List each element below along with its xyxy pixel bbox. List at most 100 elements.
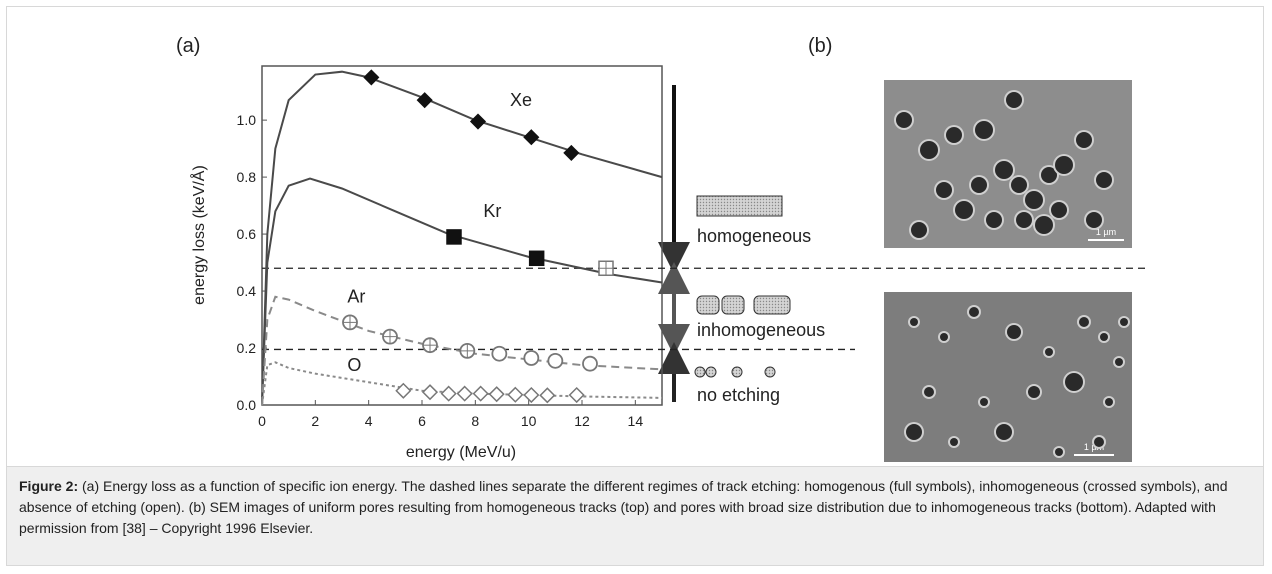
- panel-label: (b): [808, 35, 832, 57]
- pore: [1006, 92, 1022, 108]
- pore: [910, 318, 918, 326]
- data-point: [342, 314, 358, 331]
- x-tick-label: 0: [258, 413, 266, 429]
- figure-graphics: (a) (b) energy loss (keV/Å) energy (MeV/…: [176, 35, 1145, 462]
- data-point: [469, 113, 487, 130]
- pore: [969, 307, 979, 317]
- data-point: [598, 260, 614, 277]
- pore: [940, 333, 948, 341]
- pore: [1105, 398, 1113, 406]
- pore: [1045, 348, 1053, 356]
- data-point: [395, 382, 412, 399]
- pore: [1055, 156, 1073, 174]
- pore: [1016, 212, 1032, 228]
- marker-shape: [528, 250, 545, 267]
- pore: [1094, 437, 1104, 447]
- curve-label: Xe: [510, 90, 532, 110]
- data-point: [523, 386, 540, 404]
- y-axis-label: energy loss (keV/Å): [189, 165, 208, 305]
- regime-label: homogeneous: [697, 226, 811, 246]
- x-tick-label: 12: [574, 413, 590, 429]
- x-axis-label: energy (MeV/u): [406, 444, 516, 461]
- curve: [261, 177, 663, 406]
- y-tick-label: 0.2: [237, 340, 257, 356]
- marker-shape: [491, 345, 508, 362]
- data-point: [472, 385, 489, 402]
- curve: [261, 70, 663, 406]
- data-point: [523, 350, 540, 366]
- pore: [1096, 172, 1112, 188]
- pore: [1035, 216, 1053, 234]
- pore: [1011, 177, 1027, 193]
- regime-label: no etching: [697, 385, 780, 405]
- marker-shape: [472, 385, 489, 402]
- data-point: [491, 345, 508, 362]
- marker-shape: [488, 386, 505, 403]
- data-point: [563, 144, 580, 161]
- marker-shape: [395, 382, 412, 399]
- curve-label: Kr: [483, 201, 501, 221]
- marker-shape: [416, 92, 433, 109]
- marker-shape: [523, 350, 540, 366]
- x-tick-label: 8: [471, 413, 479, 429]
- marker-shape: [421, 384, 439, 401]
- data-point: [363, 69, 380, 86]
- marker-shape: [568, 386, 585, 404]
- data-point: [523, 129, 540, 146]
- pore: [920, 141, 938, 159]
- pore: [986, 212, 1002, 228]
- marker-shape: [456, 385, 473, 402]
- curve: [261, 295, 663, 406]
- pore: [896, 112, 912, 128]
- data-point: [547, 352, 564, 369]
- track-icon: [721, 295, 745, 315]
- y-tick-label: 0.8: [237, 169, 257, 185]
- pore: [1055, 448, 1063, 456]
- marker-shape: [507, 386, 524, 403]
- pore: [955, 201, 973, 219]
- x-tick-label: 14: [628, 413, 644, 429]
- marker-shape: [563, 144, 580, 161]
- pore: [1028, 386, 1040, 398]
- track-icon: [696, 195, 783, 217]
- pore: [936, 182, 952, 198]
- marker-shape: [547, 352, 564, 369]
- data-point: [382, 328, 398, 345]
- marker-shape: [440, 385, 457, 402]
- pore: [980, 398, 988, 406]
- pore: [950, 438, 958, 446]
- pore: [946, 127, 962, 143]
- marker-shape: [539, 387, 556, 404]
- plot-frame: [261, 65, 663, 406]
- pore: [1065, 373, 1083, 391]
- x-tick-label: 2: [311, 413, 319, 429]
- data-point: [539, 387, 556, 404]
- data-point: [421, 384, 439, 401]
- marker-shape: [523, 129, 540, 146]
- data-point: [507, 386, 524, 403]
- data-point: [459, 342, 476, 359]
- caption-text: (a) Energy loss as a function of specifi…: [19, 478, 1228, 536]
- pore: [1025, 191, 1043, 209]
- marker-shape: [582, 355, 598, 372]
- pore: [1007, 325, 1021, 339]
- data-point: [440, 385, 457, 402]
- pore: [975, 121, 993, 139]
- track-icon: [753, 295, 791, 315]
- pore: [1086, 212, 1102, 228]
- pore: [995, 161, 1013, 179]
- x-tick-label: 10: [521, 413, 537, 429]
- curve-label: Ar: [347, 286, 365, 306]
- panel-label: (a): [176, 35, 200, 57]
- caption-label: Figure 2:: [19, 478, 79, 494]
- marker-shape: [523, 386, 540, 404]
- track-icon: [764, 366, 776, 378]
- marker-shape: [469, 113, 487, 130]
- data-point: [456, 385, 473, 402]
- pore: [1041, 167, 1057, 183]
- pore: [996, 424, 1012, 440]
- y-tick-label: 0.0: [237, 397, 257, 413]
- pore: [1076, 132, 1092, 148]
- marker-shape: [363, 69, 380, 86]
- regime-label: inhomogeneous: [697, 320, 825, 340]
